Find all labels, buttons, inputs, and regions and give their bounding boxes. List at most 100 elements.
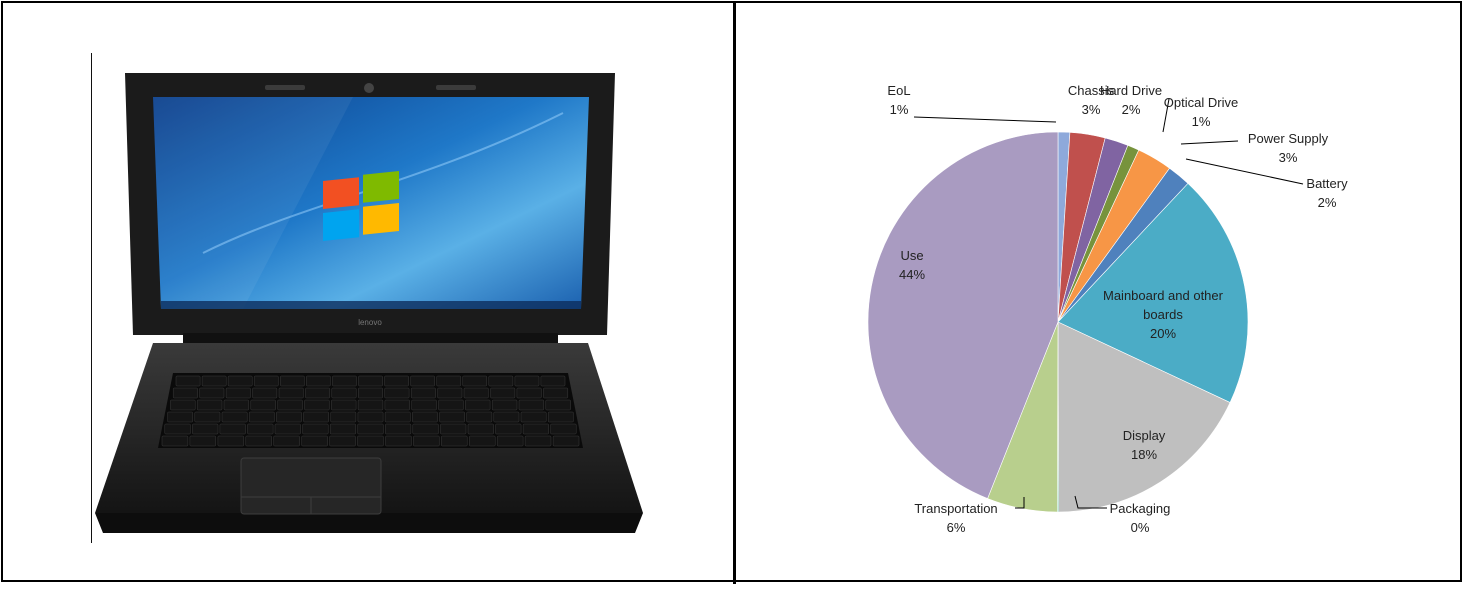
keyboard-key: [410, 375, 435, 387]
keyboard-key: [495, 423, 522, 435]
keyboard-key: [273, 435, 300, 447]
keyboard-key: [520, 411, 547, 423]
keyboard-key: [199, 387, 225, 399]
keyboard-key: [331, 387, 357, 399]
keyboard-key: [436, 375, 462, 387]
laptop-image: lenovo: [95, 73, 643, 533]
keyboard-key: [439, 411, 465, 423]
keyboard-key: [490, 387, 516, 399]
keyboard-key: [385, 435, 412, 447]
keyboard-key: [253, 375, 279, 387]
panel-divider: [733, 3, 736, 584]
slice-label-optical-drive: Optical Drive 1%: [1164, 95, 1238, 129]
keyboard-key: [304, 399, 330, 411]
slice-label-power-supply: Power Supply 3%: [1248, 131, 1329, 165]
keyboard-key: [410, 387, 436, 399]
keyboard-key: [306, 375, 331, 387]
leader-line-packaging: [1074, 495, 1107, 509]
keyboard-key: [248, 411, 275, 423]
keyboard-key: [412, 423, 439, 435]
pie-slice-use: [867, 131, 1059, 499]
keyboard-key: [385, 423, 412, 435]
leader-line-power-supply: [1180, 140, 1239, 145]
keyboard-key: [552, 435, 580, 447]
keyboard-key: [357, 399, 384, 411]
keyboard-key: [161, 435, 189, 447]
chart-panel: EoL 1% Chassis 3% Hard Drive 2% Optical Drive 1…: [736, 3, 1466, 584]
keyboard-key: [550, 423, 577, 435]
keyboard-key: [192, 423, 219, 435]
keyboard-key: [201, 375, 227, 387]
keyboard-key: [522, 423, 549, 435]
keyboard-key: [277, 399, 303, 411]
keyboard-key: [545, 399, 571, 411]
slice-label-mainboard-and-other-boards: Mainboard and other boards 20%: [1103, 288, 1224, 341]
keyboard-key: [357, 411, 384, 423]
leader-line-eol: [913, 116, 1057, 123]
slice-label-chassis: Chassis 3%: [1068, 83, 1115, 117]
keyboard-key: [358, 387, 383, 399]
keyboard-key: [518, 399, 545, 411]
keyboard-key: [524, 435, 552, 447]
keyboard-key: [196, 399, 223, 411]
keyboard-key: [384, 387, 410, 399]
keyboard-key: [540, 375, 566, 387]
keyboard-key: [276, 411, 302, 423]
keyboard-key: [437, 387, 463, 399]
keyboard-key: [225, 387, 251, 399]
keyboard-key: [543, 387, 569, 399]
keyboard-key: [413, 435, 440, 447]
keyboard-key: [411, 399, 437, 411]
keyboard-key: [172, 387, 198, 399]
keyboard-key: [469, 435, 496, 447]
keyboard-key: [438, 399, 464, 411]
keyboard-key: [491, 399, 518, 411]
leader-line-battery: [1185, 158, 1304, 185]
keyboard-key: [467, 423, 494, 435]
keyboard-key: [305, 387, 331, 399]
keyboard-key: [384, 411, 411, 423]
keyboard-key: [175, 375, 201, 387]
keyboard-key: [516, 387, 542, 399]
keyboard-key: [245, 435, 272, 447]
keyboard-key: [384, 399, 410, 411]
keyboard-key: [217, 435, 245, 447]
slice-label-use: Use 44%: [899, 248, 925, 282]
slice-label-packaging: Packaging 0%: [1110, 501, 1171, 535]
keyboard-key: [278, 387, 304, 399]
laptop-brand: lenovo: [358, 318, 382, 327]
keyboard-key: [189, 435, 217, 447]
keyboard-key: [164, 423, 191, 435]
keyboard-key: [167, 411, 194, 423]
keyboard-key: [252, 387, 278, 399]
keyboard-key: [547, 411, 574, 423]
laptop-panel: lenovo: [3, 3, 732, 584]
slice-label-eol: EoL 1%: [887, 83, 910, 117]
keyboard-key: [412, 411, 438, 423]
keyboard-key: [274, 423, 301, 435]
keyboard-key: [488, 375, 514, 387]
keyboard-key: [357, 435, 384, 447]
keyboard-key: [358, 375, 383, 387]
keyboard-key: [514, 375, 540, 387]
keyboard-key: [221, 411, 248, 423]
keyboard-key: [330, 411, 357, 423]
keyboard-key: [466, 411, 493, 423]
keyboard-key: [329, 435, 356, 447]
keyboard-key: [170, 399, 196, 411]
slice-label-hard-drive: Hard Drive 2%: [1100, 83, 1162, 117]
keyboard-key: [219, 423, 246, 435]
windows-logo-icon: [323, 171, 399, 242]
keyboard-key: [223, 399, 250, 411]
leader-line-transportation: [1015, 497, 1025, 509]
keyboard-key: [332, 375, 357, 387]
keyboard-key: [440, 423, 467, 435]
keyboard-key: [441, 435, 468, 447]
left-edge-line: [91, 53, 92, 543]
keyboard-key: [493, 411, 520, 423]
keyboard-key: [463, 387, 489, 399]
keyboard-key: [303, 411, 329, 423]
keyboard-key: [194, 411, 221, 423]
slice-label-transportation: Transportation 6%: [914, 501, 997, 535]
